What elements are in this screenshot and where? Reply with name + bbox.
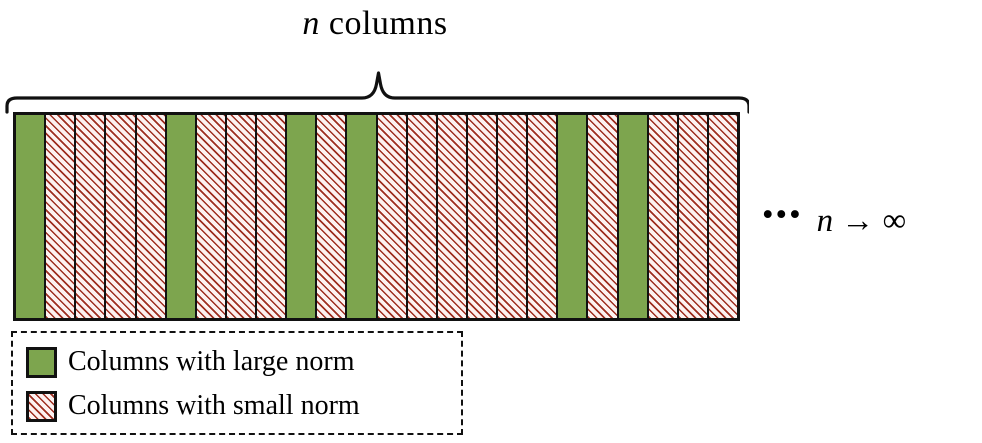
matrix-column-small-norm: [136, 115, 167, 318]
matrix-column-large-norm: [558, 115, 589, 318]
legend-swatch-small-norm: [26, 390, 57, 422]
limit-annotation: ••• n → ∞: [762, 190, 982, 252]
matrix-column-small-norm: [257, 115, 288, 318]
matrix-column-large-norm: [166, 115, 197, 318]
limit-expression: n → ∞: [817, 203, 907, 240]
brace-icon: [5, 71, 749, 114]
matrix-column-large-norm: [16, 115, 47, 318]
matrix-column-small-norm: [678, 115, 709, 318]
brace-over-columns: [4, 52, 749, 114]
matrix-columns-container: [13, 112, 740, 321]
title-variable-n: n: [302, 5, 320, 42]
limit-variable-n: n: [816, 202, 834, 239]
matrix-column-small-norm: [196, 115, 227, 318]
legend-box: Columns with large norm Columns with sma…: [11, 331, 463, 435]
limit-arrow-infinity: → ∞: [833, 202, 907, 239]
matrix-column-small-norm: [648, 115, 679, 318]
title-text: columns: [319, 5, 448, 42]
legend-swatch-large-norm: [26, 346, 57, 378]
matrix-column-small-norm: [437, 115, 468, 318]
legend-label-small-norm: Columns with small norm: [68, 390, 360, 421]
legend-item-small-norm: Columns with small norm: [26, 384, 452, 428]
matrix-column-small-norm: [76, 115, 107, 318]
matrix-column-small-norm: [407, 115, 438, 318]
matrix-column-small-norm: [498, 115, 529, 318]
matrix-column-small-norm: [317, 115, 348, 318]
legend-label-large-norm: Columns with large norm: [68, 346, 355, 377]
matrix-column-small-norm: [46, 115, 77, 318]
matrix-column-small-norm: [106, 115, 137, 318]
matrix-column-small-norm: [588, 115, 619, 318]
matrix-column-large-norm: [618, 115, 649, 318]
matrix-column-small-norm: [377, 115, 408, 318]
matrix-column-small-norm: [467, 115, 498, 318]
matrix-column-small-norm: [708, 115, 737, 318]
matrix-column-small-norm: [528, 115, 559, 318]
matrix-column-small-norm: [226, 115, 257, 318]
ellipsis-dots: •••: [762, 196, 803, 233]
legend-item-large-norm: Columns with large norm: [26, 340, 452, 384]
matrix-column-large-norm: [287, 115, 318, 318]
matrix-column-large-norm: [347, 115, 378, 318]
page-title: n columns: [0, 2, 750, 46]
